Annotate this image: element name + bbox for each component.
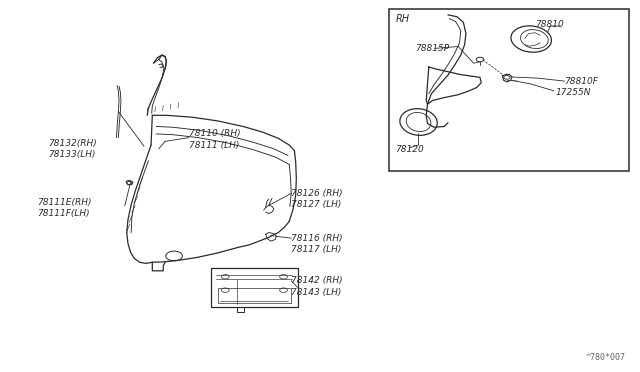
Text: 78111 (LH): 78111 (LH) xyxy=(189,141,239,150)
Text: 78120: 78120 xyxy=(396,145,424,154)
Text: 78111E(RH): 78111E(RH) xyxy=(37,198,92,207)
Bar xyxy=(389,9,629,171)
Text: 78143 (LH): 78143 (LH) xyxy=(291,288,342,296)
Bar xyxy=(218,288,291,303)
Text: RH: RH xyxy=(396,15,410,24)
Bar xyxy=(211,268,298,307)
Text: 78132(RH): 78132(RH) xyxy=(48,139,97,148)
Text: 78127 (LH): 78127 (LH) xyxy=(291,200,342,209)
Text: 78810F: 78810F xyxy=(564,77,598,86)
Text: 78815P: 78815P xyxy=(415,44,449,53)
Text: 78111F(LH): 78111F(LH) xyxy=(37,209,90,218)
Text: 78117 (LH): 78117 (LH) xyxy=(291,245,342,254)
Text: 78133(LH): 78133(LH) xyxy=(48,150,95,159)
Text: 78116 (RH): 78116 (RH) xyxy=(291,234,343,243)
Text: 78142 (RH): 78142 (RH) xyxy=(291,276,343,285)
Text: 17255N: 17255N xyxy=(556,88,591,97)
Text: 78126 (RH): 78126 (RH) xyxy=(291,189,343,198)
Text: 78110 (RH): 78110 (RH) xyxy=(189,129,241,138)
Text: ^780*007: ^780*007 xyxy=(586,353,626,362)
Text: 78810: 78810 xyxy=(535,20,564,29)
